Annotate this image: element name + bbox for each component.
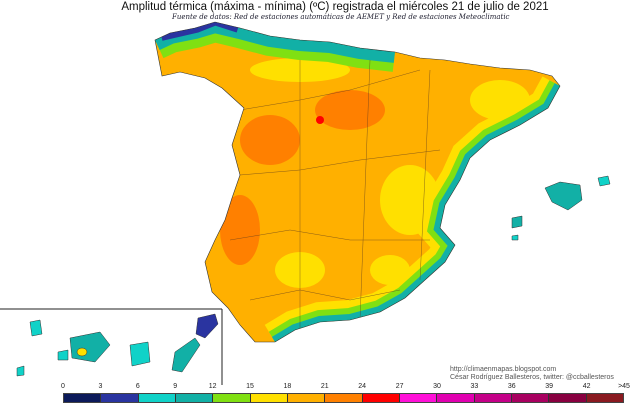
balearic-islands bbox=[511, 175, 611, 241]
canary-islands-inset bbox=[0, 308, 223, 385]
colorbar-segment bbox=[362, 394, 400, 402]
credits-author: César Rodríguez Ballesteros, twitter: @c… bbox=[450, 374, 614, 381]
colorbar-tick-label: 24 bbox=[358, 383, 367, 390]
colorbar-tick-label: 36 bbox=[507, 383, 516, 390]
colorbar-ticks: 0 3 6 9 12 15 18 21 24 27 30 33 36 39 42 >45 bbox=[61, 383, 630, 393]
colorbar-tick-label: 6 bbox=[135, 383, 140, 390]
colorbar-segment bbox=[549, 394, 587, 402]
colorbar-tick-label: 33 bbox=[470, 383, 479, 390]
colorbar-tick-label: 39 bbox=[545, 383, 554, 390]
colorbar-tick-label: 3 bbox=[98, 383, 103, 390]
spain-mainland bbox=[155, 22, 560, 342]
colorbar-segment bbox=[399, 394, 438, 402]
credits-url[interactable]: http://climaenmapas.blogspot.com bbox=[450, 366, 557, 373]
colorbar-tick-label: 21 bbox=[320, 383, 329, 390]
data-source-note: Fuente de datos: Red de estaciones autom… bbox=[172, 13, 510, 21]
colorbar-segment bbox=[287, 394, 326, 402]
colorbar-tick-label: 30 bbox=[433, 383, 441, 390]
colorbar-tick-label: >45 bbox=[618, 383, 630, 390]
colorbar-segment bbox=[138, 394, 176, 402]
colorbar-tick-label: 12 bbox=[208, 383, 217, 390]
colorbar-tick-label: 27 bbox=[395, 383, 404, 390]
colorbar-segment bbox=[474, 394, 512, 402]
colorbar-tick-label: 0 bbox=[61, 383, 65, 390]
credits: http://climaenmapas.blogspot.com César R… bbox=[450, 366, 614, 382]
colorbar-tick-label: 18 bbox=[283, 383, 292, 390]
colorbar-tick-label: 42 bbox=[582, 383, 591, 390]
colorbar-segment bbox=[101, 394, 139, 402]
colorbar-segment bbox=[511, 394, 550, 402]
colorbar-segment bbox=[213, 394, 251, 402]
colorbar-tick-label: 9 bbox=[173, 383, 178, 390]
colorbar-segment bbox=[175, 394, 214, 402]
colorbar-tick-label: 15 bbox=[246, 383, 254, 390]
colorbar-segment bbox=[586, 394, 623, 402]
colorbar-segment bbox=[64, 394, 102, 402]
colorbar-segment bbox=[250, 394, 288, 402]
colorbar bbox=[63, 393, 624, 403]
colorbar-segment bbox=[437, 394, 475, 402]
colorbar-segment bbox=[325, 394, 363, 402]
map-title: Amplitud térmica (máxima - mínima) (ºC) … bbox=[121, 1, 549, 13]
